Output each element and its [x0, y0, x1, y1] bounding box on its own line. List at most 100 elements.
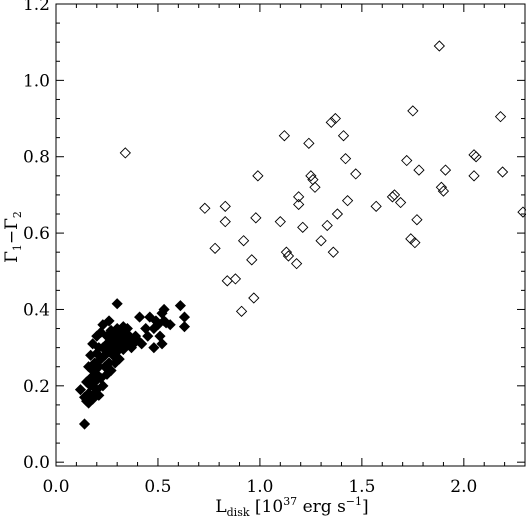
open-diamond-point	[209, 242, 221, 255]
open-diamond-point	[327, 246, 339, 258]
filled-diamond-point	[95, 326, 107, 338]
open-diamond-point	[297, 221, 309, 234]
filled-diamond-point	[111, 298, 123, 310]
x-axis-title-sup2: −1	[346, 495, 362, 508]
open-diamond-point	[517, 206, 526, 218]
y-axis-title-dash: −	[2, 230, 22, 244]
open-diamond-point	[221, 275, 233, 287]
open-diamond-point	[409, 236, 421, 249]
open-diamond-point	[494, 110, 507, 123]
open-diamond-point	[468, 149, 480, 161]
filled-diamond-point	[134, 311, 146, 323]
open-diamond-point	[468, 170, 480, 182]
open-diamond-point	[229, 273, 242, 285]
open-diamond-point	[309, 181, 321, 193]
open-diamond-point	[325, 116, 337, 129]
open-diamond-point	[388, 189, 401, 201]
filled-diamond-point	[178, 311, 191, 323]
y-axis-title-a: Γ	[2, 251, 22, 263]
open-diamond-point	[248, 292, 260, 304]
open-diamond-point	[321, 219, 333, 232]
filled-diamond-point	[93, 389, 105, 401]
filled-diamond-point	[103, 315, 115, 327]
filled-diamond-point	[105, 364, 117, 377]
open-diamond-point	[219, 200, 231, 213]
x-axis-title-sub: disk	[227, 506, 250, 519]
filled-diamond-point	[136, 338, 148, 350]
y-tick-label: 0.0	[23, 453, 50, 473]
filled-diamond-point	[154, 330, 166, 342]
open-diamond-point	[370, 200, 382, 213]
y-tick-label: 0.4	[23, 300, 50, 320]
open-diamond-point	[331, 208, 344, 220]
x-axis-title-close: ]	[362, 497, 369, 517]
open-diamond-point	[246, 254, 258, 266]
x-tick-label: 1.5	[348, 477, 375, 497]
x-tick-label: 1.0	[246, 477, 273, 497]
x-axis-title-units: erg s	[297, 497, 346, 517]
open-diamond-point	[235, 305, 248, 318]
y-tick-label: 0.2	[23, 377, 50, 397]
open-diamond-point	[470, 151, 482, 163]
open-diamond-point	[394, 196, 407, 209]
y-tick-label: 1.2	[23, 0, 50, 15]
x-axis-title: Ldisk [1037 erg s−1]	[215, 495, 368, 519]
open-diamond-point	[401, 154, 413, 167]
open-diamond-point	[293, 198, 305, 211]
filled-diamond-point	[78, 418, 91, 430]
y-axis-title-a-sub: 1	[11, 244, 24, 251]
filled-diamond-point	[74, 384, 87, 396]
open-diamond-point	[411, 214, 423, 226]
x-tick-label: 2.0	[450, 477, 477, 497]
open-diamond-point	[282, 250, 295, 262]
open-diamond-point	[413, 164, 425, 176]
filled-diamond-point	[142, 330, 154, 342]
x-tick-label: 0.0	[42, 477, 69, 497]
open-diamond-point	[274, 215, 286, 228]
y-axis-title-b: Γ	[2, 218, 22, 230]
filled-diamond-point	[156, 338, 168, 350]
open-diamond-point	[407, 105, 419, 117]
open-diamond-point	[237, 235, 250, 247]
open-diamond-point	[339, 152, 352, 165]
open-diamond-point	[199, 202, 211, 214]
open-diamond-point	[341, 194, 354, 207]
filled-diamond-point	[144, 311, 156, 323]
plot-frame	[55, 3, 526, 467]
filled-diamond-point	[174, 300, 186, 312]
filled-diamond-point	[113, 353, 125, 365]
filled-diamond-point	[164, 319, 176, 331]
open-diamond-point	[435, 181, 448, 193]
open-diamond-point	[350, 168, 362, 180]
open-diamond-point	[119, 147, 131, 159]
open-diamond-point	[433, 40, 445, 52]
y-axis-title-b-sub: 2	[11, 211, 24, 218]
open-diamond-point	[278, 130, 291, 142]
open-diamond-point	[439, 164, 452, 176]
open-diamond-point	[252, 170, 264, 182]
open-diamond-point	[496, 166, 509, 178]
open-diamond-point	[293, 191, 305, 203]
open-diamond-point	[329, 112, 341, 125]
filled-diamond-point	[158, 303, 170, 316]
open-diamond-point	[250, 212, 262, 224]
open-diamond-point	[315, 235, 327, 247]
open-diamond-point	[305, 170, 317, 182]
x-axis-title-sup: 37	[283, 495, 297, 508]
open-diamond-point	[280, 246, 293, 258]
x-tick-label: 0.5	[144, 477, 171, 497]
open-diamond-point	[303, 137, 315, 150]
y-tick-label: 1.0	[23, 71, 50, 91]
open-diamond-point	[337, 130, 350, 142]
open-diamond-point	[437, 185, 450, 197]
open-diamond-point	[386, 191, 399, 203]
y-tick-label: 0.8	[23, 148, 50, 168]
x-axis-title-main: L	[215, 497, 226, 517]
y-tick-label: 0.6	[23, 224, 50, 244]
filled-diamond-point	[178, 321, 191, 333]
filled-diamond-point	[148, 342, 160, 354]
filled-diamond-point	[97, 380, 109, 392]
y-axis-title: Γ1−Γ2	[2, 211, 24, 263]
open-diamond-point	[290, 257, 303, 270]
